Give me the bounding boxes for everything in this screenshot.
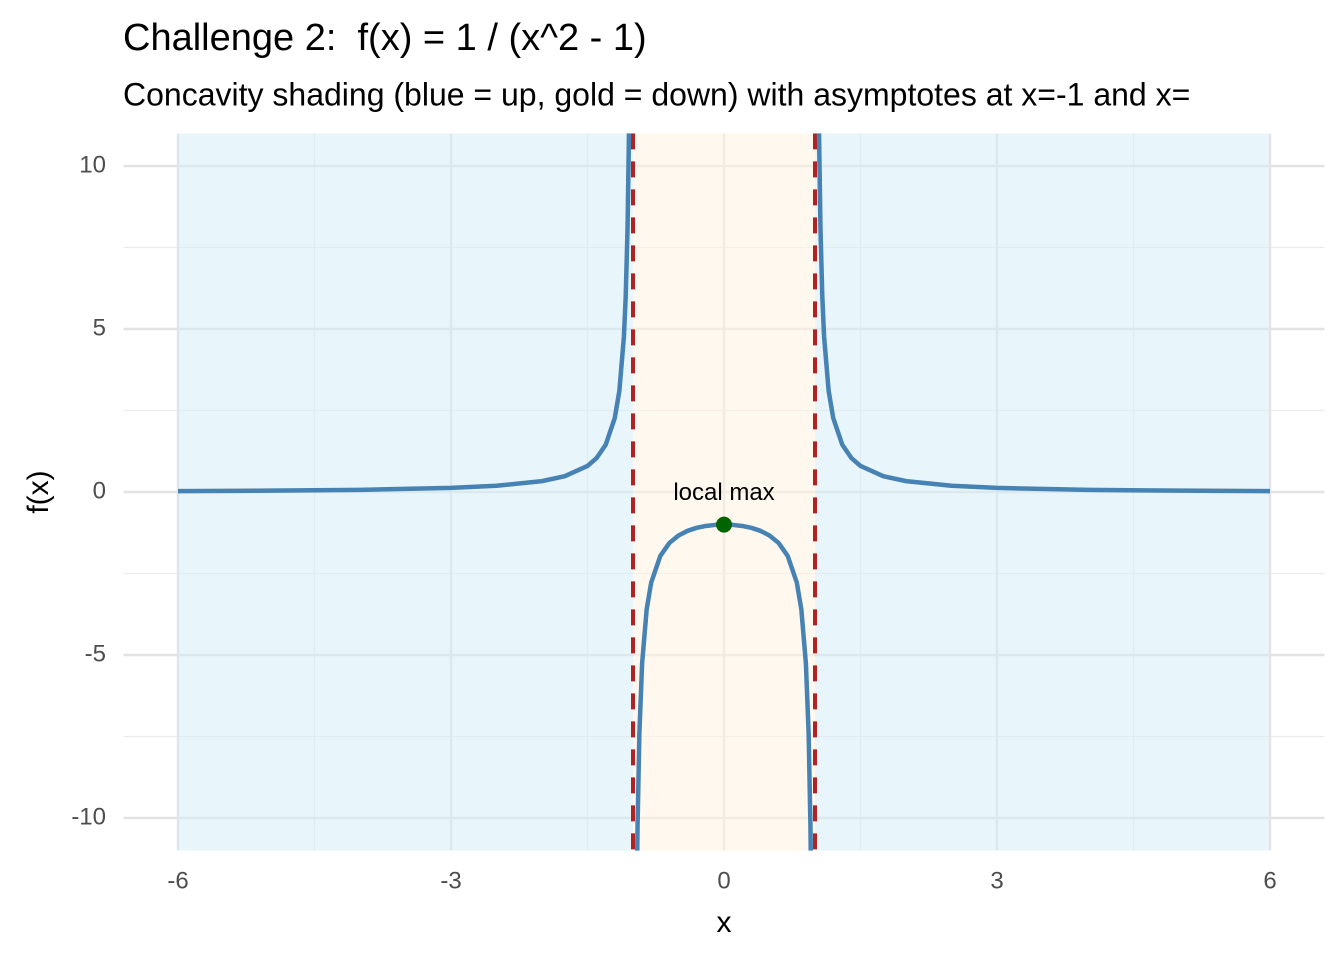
axes: -6 -3 0 3 6 -10 -5 0 5 10: [71, 151, 1276, 894]
plot-area: local max: [123, 133, 1325, 851]
y-tick-label: 10: [79, 151, 106, 178]
y-tick-label: 5: [93, 314, 106, 341]
x-tick-label: 3: [990, 867, 1003, 894]
chart-subtitle: Concavity shading (blue = up, gold = dow…: [123, 76, 1190, 112]
x-axis-title: x: [717, 906, 732, 939]
shading-region: [633, 133, 815, 851]
extremum-point: [716, 516, 732, 533]
y-tick-label: 0: [93, 477, 106, 504]
y-tick-label: -10: [71, 803, 106, 830]
y-axis-title: f(x): [22, 470, 55, 513]
x-tick-label: 0: [717, 867, 730, 894]
point-label: local max: [673, 479, 774, 506]
chart-title: Challenge 2: f(x) = 1 / (x^2 - 1): [123, 17, 647, 59]
x-tick-label: -3: [440, 867, 461, 894]
y-tick-label: -5: [85, 640, 106, 667]
x-tick-label: -6: [167, 867, 188, 894]
x-tick-label: 6: [1263, 867, 1276, 894]
